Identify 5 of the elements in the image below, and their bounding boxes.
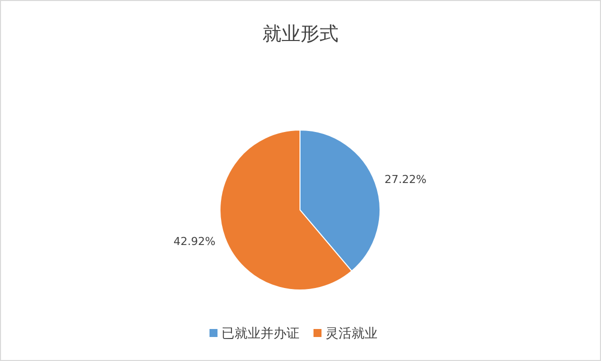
data-label: 42.92% (174, 234, 216, 248)
legend-label: 灵活就业 (326, 326, 378, 342)
legend-label: 已就业并办证 (222, 326, 300, 342)
chart-title: 就业形式 (262, 23, 338, 45)
data-label: 27.22% (384, 172, 426, 186)
